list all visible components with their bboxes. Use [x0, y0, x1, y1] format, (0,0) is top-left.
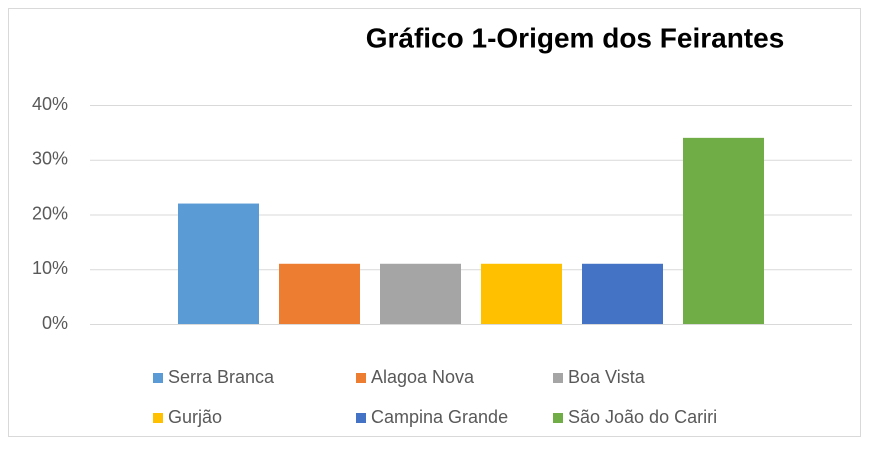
- bar: [380, 263, 461, 324]
- legend-swatch: [356, 413, 366, 423]
- legend-swatch: [356, 373, 366, 383]
- legend-swatch: [153, 373, 163, 383]
- bar: [683, 137, 764, 324]
- y-tick-label: 40%: [32, 94, 68, 114]
- legend-label: São João do Cariri: [568, 407, 717, 427]
- bar: [279, 263, 360, 324]
- y-tick-label: 30%: [32, 149, 68, 169]
- legend-swatch: [153, 413, 163, 423]
- legend-label: Campina Grande: [371, 407, 508, 427]
- legend-label: Alagoa Nova: [371, 367, 475, 387]
- legend-label: Gurjão: [168, 407, 222, 427]
- legend-label: Boa Vista: [568, 367, 646, 387]
- legend-swatch: [553, 373, 563, 383]
- y-tick-label: 10%: [32, 258, 68, 278]
- bar: [481, 263, 562, 324]
- bar: [178, 203, 259, 324]
- bar: [582, 263, 663, 324]
- y-tick-label: 20%: [32, 203, 68, 223]
- chart-title: Gráfico 1-Origem dos Feirantes: [366, 22, 785, 53]
- legend-label: Serra Branca: [168, 367, 275, 387]
- y-tick-label: 0%: [42, 313, 68, 333]
- legend-swatch: [553, 413, 563, 423]
